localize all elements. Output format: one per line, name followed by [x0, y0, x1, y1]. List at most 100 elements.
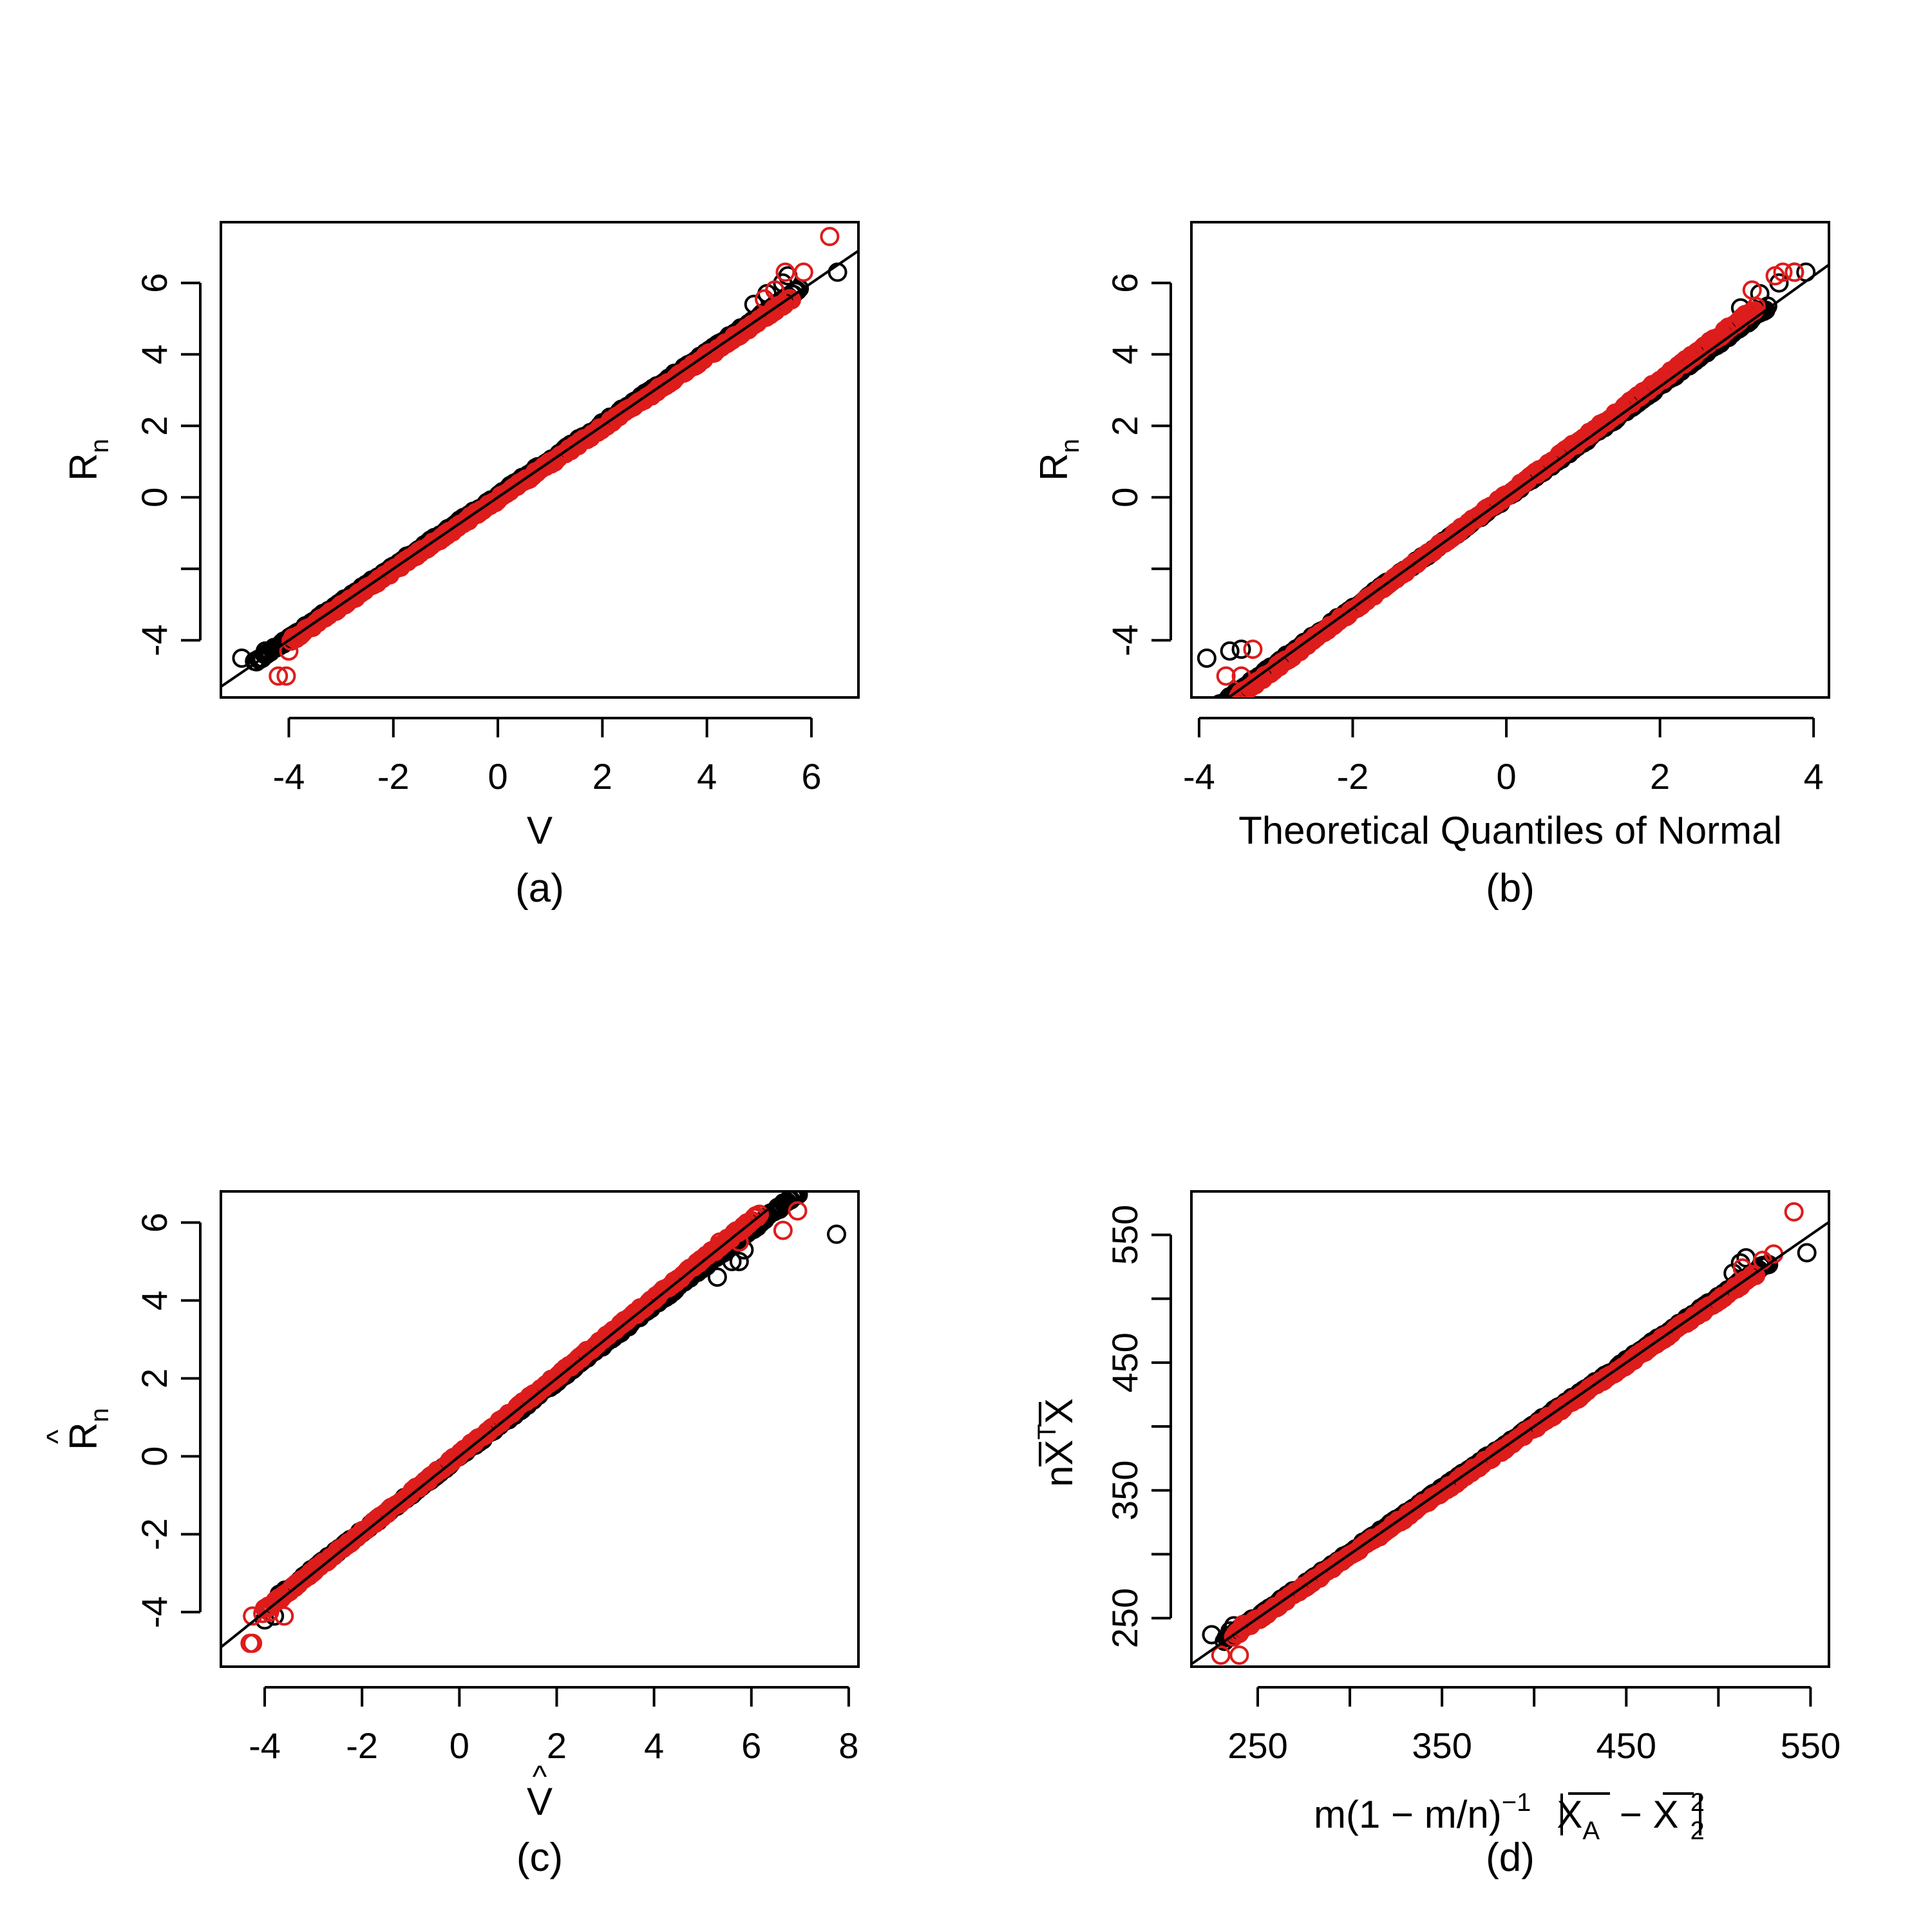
panel-a-point-red [781, 290, 801, 310]
panel-c-x-axis-label-hat: ^ [533, 1760, 547, 1794]
panel-d-caption: (d) [1486, 1835, 1535, 1880]
panel-d-y-axis-label: nXTX [1033, 1398, 1081, 1487]
panel-b-y-tick-label: 0 [1104, 488, 1145, 507]
panel-a-series-red [269, 227, 840, 686]
panel-a-x-tick-label: 6 [801, 756, 821, 797]
panel-a-point-black [232, 648, 252, 668]
panel-a-plot-frame [220, 221, 860, 699]
panel-b-point-black [1197, 648, 1217, 668]
panel-c-point-red [788, 1201, 808, 1221]
panel-d-reference-line [1191, 1220, 1829, 1665]
panel-d-point-red [1233, 1615, 1253, 1634]
panel-a-y-axis: -4 0 2 4 6 [134, 273, 202, 656]
panel-c-x-tick-label: 4 [644, 1725, 664, 1766]
panel-d-xlabel-factor: (1 − m/n) [1346, 1793, 1502, 1836]
panel-c-point-red [274, 1606, 294, 1626]
panel-c-point-red [732, 1220, 752, 1240]
panel-a-y-axis-label: Rn [62, 439, 114, 481]
panel-b-y-axis-label: Rn [1032, 439, 1084, 481]
panel-c-x-tick-label: -4 [249, 1725, 281, 1766]
panel-b: -4 -2 0 2 4 -4 0 2 4 6 Theoretical Quantiles of … [1032, 221, 1830, 911]
panel-a-x-tick-label: -4 [273, 756, 305, 797]
panel-a-x-tick-label: -2 [377, 756, 410, 797]
panel-b-point-red [1785, 262, 1804, 282]
panel-c-point-red [773, 1220, 793, 1240]
panel-c-x-tick-label: 6 [741, 1725, 761, 1766]
panel-c-series-red [240, 1201, 808, 1653]
panel-c-point-black [729, 1251, 749, 1271]
panel-d-y-tick-label: 450 [1104, 1332, 1145, 1392]
panel-b-y-axis: -4 0 2 4 6 [1104, 273, 1172, 656]
panel-d-x-tick-label: 450 [1596, 1725, 1656, 1766]
panel-d-point-black [1202, 1625, 1222, 1645]
panel-c-x-tick-label: -2 [346, 1725, 378, 1766]
panel-c-point-red [243, 1633, 263, 1653]
panel-b-point-red [1231, 666, 1251, 686]
panel-b-point-red [1773, 262, 1793, 282]
panel-b-x-axis: -4 -2 0 2 4 [1183, 717, 1824, 797]
panel-d-x-axis-label: m(1 − m/n)−1 XA − X 22 [1314, 1788, 1705, 1845]
panel-b-x-axis-label: Theoretical Quantiles of Normal [1238, 809, 1782, 852]
panel-a-point-red [775, 262, 795, 282]
panel-a-y-tick-label: -4 [134, 624, 175, 656]
panel-b-x-tick-label: -2 [1337, 756, 1369, 797]
panel-c-y-axis-label: Rn ^ [41, 1408, 114, 1450]
panel-d-xlabel-xbar: X [1653, 1793, 1678, 1836]
panel-a-y-axis-label-main: R [62, 453, 105, 480]
panel-a-point-red [276, 666, 296, 686]
panel-d-point-red [1229, 1645, 1249, 1665]
svg-text:Rn: Rn [62, 1408, 114, 1450]
panel-c-y-tick-label: -4 [134, 1596, 175, 1628]
panel-c-y-axis-label-sub: n [86, 1408, 114, 1422]
panel-b-y-tick-label: 2 [1104, 416, 1145, 436]
panel-a-point-red [765, 280, 785, 300]
panel-d-ylabel-x1: X [1037, 1440, 1081, 1466]
panel-a-x-axis-label: V [527, 809, 553, 852]
panel-c-y-tick-label: -2 [134, 1518, 175, 1550]
panel-b-point-red [1243, 639, 1263, 659]
panel-a: -4 -2 0 2 4 6 -4 0 2 4 6 V (a) Rn [62, 221, 860, 911]
panel-b-y-tick-label: 6 [1104, 273, 1145, 293]
panel-d-xlabel-norm-sub: 2 [1690, 1817, 1704, 1845]
panel-c-reference-line [221, 1191, 793, 1649]
panel-b-x-tick-label: 2 [1650, 756, 1670, 797]
panel-b-y-axis-label-main: R [1032, 453, 1075, 480]
panel-d-y-tick-label: 250 [1104, 1588, 1145, 1648]
panel-b-reference-line [1226, 263, 1829, 697]
panel-b-x-tick-label: -4 [1183, 756, 1215, 797]
panel-a-y-tick-label: 0 [134, 488, 175, 507]
panel-b-points [1197, 262, 1829, 697]
panel-c-caption: (c) [516, 1835, 563, 1880]
panel-d-xlabel-sub-a: A [1582, 1817, 1600, 1845]
svg-text:nXTX: nXTX [1033, 1398, 1081, 1487]
panel-a-x-tick-label: 0 [488, 756, 508, 797]
panel-d-point-red [1784, 1202, 1804, 1222]
panel-c-point-black [826, 1224, 846, 1244]
panel-c-y-axis-label-main: R [62, 1422, 105, 1450]
panel-b-y-tick-label: 4 [1104, 345, 1145, 365]
panel-d-points [1191, 1202, 1829, 1665]
panel-c-y-tick-label: 6 [134, 1213, 175, 1233]
panel-c-x-tick-label: 2 [547, 1725, 567, 1766]
svg-text:m(1 − m/n)−1XA − X22: m(1 − m/n)−1 XA − X 22 [1314, 1788, 1705, 1845]
panel-b-point-red [1216, 666, 1236, 686]
panel-d-point-red [1732, 1258, 1752, 1278]
panel-a-point-red [269, 666, 289, 686]
panel-b-caption: (b) [1486, 866, 1535, 911]
panel-d-x-tick-label: 350 [1412, 1725, 1472, 1766]
panel-c: -4 -2 0 2 4 6 8 -4 -2 0 2 4 6 V ^ (c) Rn ^ [41, 1190, 860, 1880]
panel-a-x-tick-label: 4 [697, 756, 717, 797]
panel-c-x-tick-label: 0 [450, 1725, 469, 1766]
panel-d-y-tick-label: 550 [1104, 1205, 1145, 1265]
panel-c-point-black [722, 1251, 742, 1271]
panel-b-point-black [1220, 641, 1240, 661]
panel-d-ylabel-x2: X [1037, 1398, 1081, 1424]
panel-c-y-tick-label: 4 [134, 1291, 175, 1311]
panel-a-x-tick-label: 2 [592, 756, 612, 797]
svg-text:Rn: Rn [1032, 439, 1084, 481]
panel-d-point-red [1211, 1645, 1231, 1665]
panel-c-point-red [750, 1204, 770, 1224]
svg-text:Rn: Rn [62, 439, 114, 481]
